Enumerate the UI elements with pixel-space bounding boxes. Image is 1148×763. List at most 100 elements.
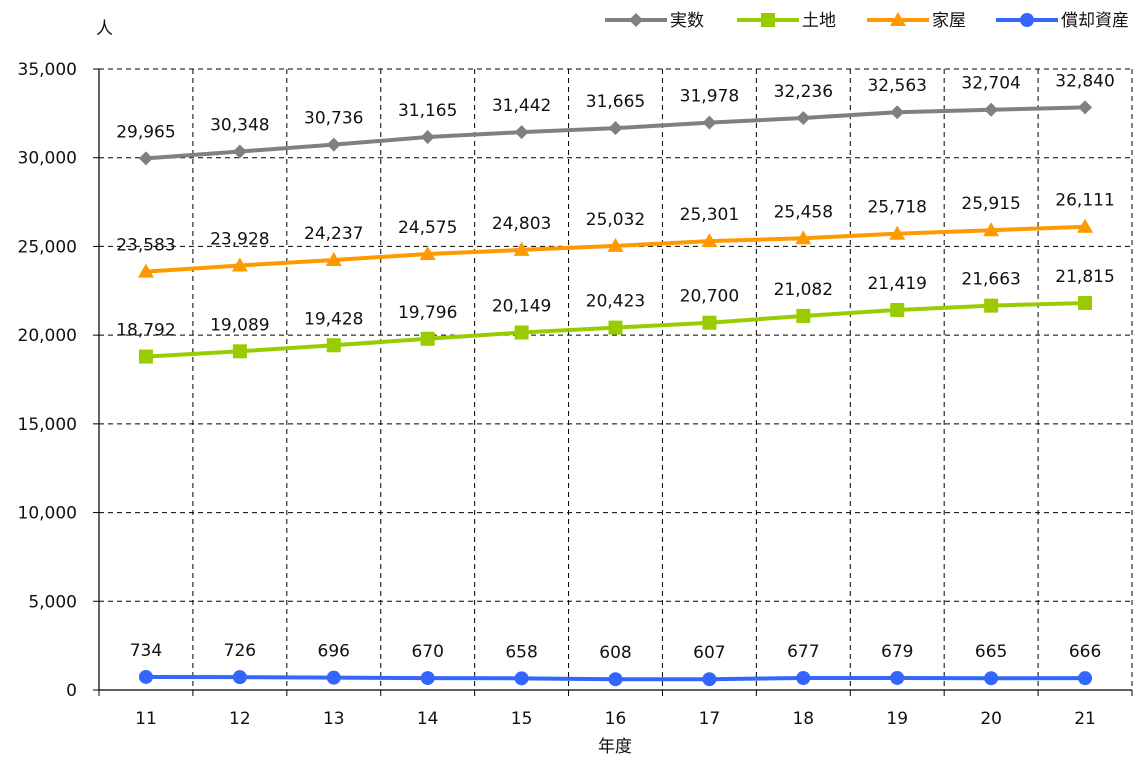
legend-item: 実数 xyxy=(605,11,704,31)
data-label: 32,563 xyxy=(867,76,926,96)
series-square: 18,792 19,089 19,428 19,796 20,149 20,423 20,7… xyxy=(116,267,1115,364)
legend-marker xyxy=(761,13,775,27)
data-label: 30,348 xyxy=(210,116,269,136)
series-triangle: 23,583 23,928 24,237 24,575 24,803 25,032 25,3… xyxy=(116,191,1115,278)
data-point xyxy=(796,111,811,126)
x-tick-label: 13 xyxy=(323,709,345,729)
data-label: 26,111 xyxy=(1055,191,1114,211)
data-point xyxy=(608,121,623,136)
y-tick-label: 35,000 xyxy=(18,60,77,80)
data-label: 32,704 xyxy=(961,74,1020,94)
data-point xyxy=(326,670,341,685)
data-label: 24,237 xyxy=(304,224,363,244)
legend: 実数 土地 家屋 償却資産 xyxy=(605,11,1129,31)
data-label: 25,915 xyxy=(961,194,1020,214)
data-point xyxy=(702,315,717,330)
data-point xyxy=(513,241,530,256)
data-label: 726 xyxy=(224,641,256,661)
data-point xyxy=(890,670,905,685)
data-point xyxy=(514,325,529,340)
legend-label: 土地 xyxy=(802,11,836,31)
data-point xyxy=(984,298,999,313)
data-label: 23,583 xyxy=(116,236,175,256)
x-tick-label: 21 xyxy=(1074,709,1096,729)
x-tick-label: 20 xyxy=(980,709,1002,729)
x-tick-label: 12 xyxy=(229,709,251,729)
data-label: 25,718 xyxy=(867,198,926,218)
data-point xyxy=(983,222,1000,237)
data-label: 31,442 xyxy=(492,96,551,116)
series-circle: 734 726 696 670 658 608 607 677 679 665 666 xyxy=(130,641,1101,687)
x-tick-label: 17 xyxy=(699,709,721,729)
data-point xyxy=(326,338,341,353)
data-point xyxy=(419,245,436,260)
data-label: 677 xyxy=(787,642,819,662)
data-point xyxy=(232,344,247,359)
data-label: 29,965 xyxy=(116,122,175,142)
data-label: 696 xyxy=(318,642,350,662)
x-tick-label: 11 xyxy=(135,709,157,729)
data-point xyxy=(608,672,623,687)
data-label: 19,428 xyxy=(304,309,363,329)
legend-item: 土地 xyxy=(737,11,836,31)
data-point xyxy=(889,225,906,240)
data-point xyxy=(231,257,248,272)
data-label: 32,840 xyxy=(1055,71,1114,91)
data-point xyxy=(1078,100,1093,115)
data-point xyxy=(514,125,529,140)
data-point xyxy=(420,671,435,686)
legend-item: 償却資産 xyxy=(996,11,1129,31)
data-label: 21,663 xyxy=(961,270,1020,290)
legend-label: 償却資産 xyxy=(1061,11,1129,31)
series-group: 29,965 30,348 30,736 31,165 31,442 31,665 31,9… xyxy=(116,71,1115,687)
data-label: 24,575 xyxy=(398,218,457,238)
data-point xyxy=(232,670,247,685)
data-label: 20,149 xyxy=(492,296,551,316)
data-label: 31,665 xyxy=(586,92,645,112)
data-label: 21,815 xyxy=(1055,267,1114,287)
legend-marker xyxy=(890,12,906,26)
y-tick-label: 25,000 xyxy=(18,237,77,257)
data-label: 607 xyxy=(693,643,725,663)
data-point xyxy=(137,263,154,278)
data-point xyxy=(420,130,435,145)
data-point xyxy=(232,144,247,159)
data-label: 31,978 xyxy=(680,87,739,107)
x-tick-label: 14 xyxy=(417,709,439,729)
x-tick-label: 19 xyxy=(886,709,908,729)
y-tick-label: 5,000 xyxy=(28,592,77,612)
axes xyxy=(98,69,1132,691)
data-point xyxy=(514,671,529,686)
data-label: 734 xyxy=(130,641,162,661)
legend-label: 実数 xyxy=(670,11,704,31)
data-label: 608 xyxy=(599,643,631,663)
data-label: 670 xyxy=(411,642,443,662)
data-point xyxy=(326,137,341,152)
data-point xyxy=(1078,295,1093,310)
data-point xyxy=(608,320,623,335)
grid-lines xyxy=(99,68,1133,690)
data-point xyxy=(325,251,342,266)
data-label: 30,736 xyxy=(304,109,363,129)
data-label: 20,700 xyxy=(680,287,739,307)
data-label: 20,423 xyxy=(586,292,645,312)
legend-item: 家屋 xyxy=(867,11,966,31)
x-tick-label: 18 xyxy=(792,709,814,729)
data-label: 19,796 xyxy=(398,303,457,323)
data-label: 32,236 xyxy=(774,82,833,102)
data-label: 21,419 xyxy=(867,274,926,294)
data-label: 665 xyxy=(975,642,1007,662)
x-tick-label: 16 xyxy=(605,709,627,729)
data-point xyxy=(796,308,811,323)
series-diamond: 29,965 30,348 30,736 31,165 31,442 31,665 31,9… xyxy=(116,71,1115,166)
data-point xyxy=(984,102,999,117)
y-axis-ticks: 0 5,000 10,000 15,000 20,000 25,000 30,000 35,0… xyxy=(18,60,99,701)
y-tick-label: 30,000 xyxy=(18,149,77,169)
y-tick-label: 20,000 xyxy=(18,326,77,346)
x-axis-ticks: 11 12 13 14 15 16 17 18 19 20 21 xyxy=(98,690,1133,729)
data-point xyxy=(1077,218,1094,233)
data-label: 25,301 xyxy=(680,205,739,225)
data-point xyxy=(607,237,624,252)
data-point xyxy=(1078,671,1093,686)
